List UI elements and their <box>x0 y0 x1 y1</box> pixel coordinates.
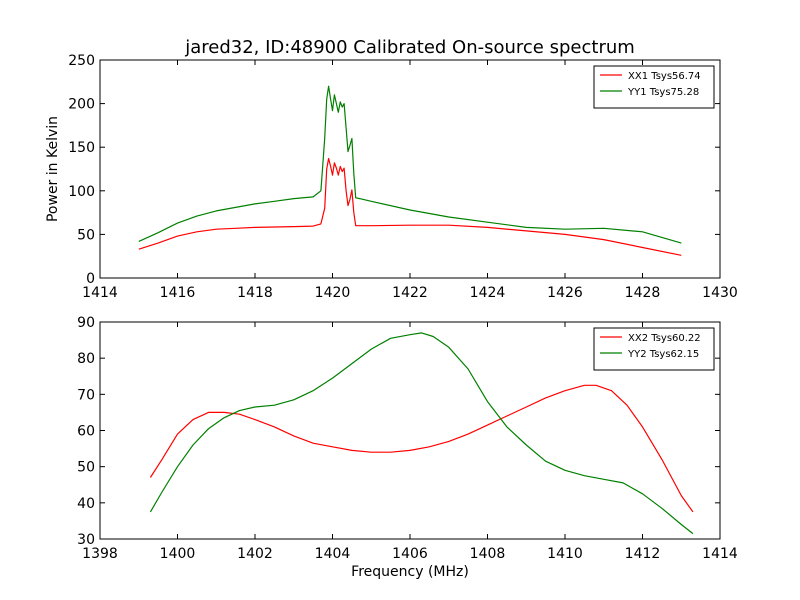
bottom-xtick-label: 1398 <box>82 546 118 562</box>
top-series-xx-line <box>138 157 682 256</box>
top-ytick-label: 200 <box>68 97 95 113</box>
top-series-yy-line <box>138 85 682 244</box>
top-ytick-label: 150 <box>68 140 95 156</box>
bottom-series-yy-line <box>149 332 694 535</box>
bottom-ytick-label: 90 <box>77 315 95 331</box>
bottom-ytick-label: 70 <box>77 387 95 403</box>
top-ytick-label: 50 <box>77 227 95 243</box>
top-xtick-label: 1422 <box>392 285 428 301</box>
top-legend <box>593 65 715 109</box>
bottom-ytick-label: 80 <box>77 351 95 367</box>
bottom-xtick-label: 1408 <box>470 546 506 562</box>
top-xtick-label: 1414 <box>82 285 118 301</box>
bottom-xtick-label: 1400 <box>160 546 196 562</box>
top-ytick-label: 100 <box>68 184 95 200</box>
bottom-ytick-label: 60 <box>77 424 95 440</box>
top-chart: 1414 1416 1418 1420 1422 1424 1426 1428 1430 0 50 1… <box>68 53 738 301</box>
bottom-legend-label: YY2 Tsys62.15 <box>627 349 699 360</box>
bottom-legend <box>593 327 715 371</box>
top-xtick-label: 1418 <box>237 285 273 301</box>
top-xtick-label: 1420 <box>315 285 351 301</box>
top-ytick-label: 0 <box>86 271 95 287</box>
bottom-legend-label: XX2 Tsys60.22 <box>628 333 701 344</box>
bottom-xtick-label: 1414 <box>702 546 738 562</box>
bottom-xtick-label: 1402 <box>237 546 273 562</box>
top-xtick-label: 1430 <box>702 285 738 301</box>
bottom-xtick-label: 1406 <box>392 546 428 562</box>
bottom-ytick-label: 40 <box>77 496 95 512</box>
top-legend-label: XX1 Tsys56.74 <box>628 71 701 82</box>
top-xtick-label: 1426 <box>547 285 583 301</box>
bottom-series-xx-line <box>149 384 694 513</box>
top-xtick-label: 1424 <box>470 285 506 301</box>
bottom-ytick-label: 50 <box>77 460 95 476</box>
bottom-xtick-label: 1412 <box>625 546 661 562</box>
bottom-ytick-label: 30 <box>77 532 95 548</box>
bottom-chart-xlabel: Frequency (MHz) <box>351 564 469 580</box>
top-xtick-label: 1416 <box>160 285 196 301</box>
top-ytick-label: 250 <box>68 53 95 69</box>
top-chart-ylabel: Power in Kelvin <box>45 116 61 222</box>
bottom-xtick-label: 1404 <box>315 546 351 562</box>
chart-title: jared32, ID:48900 Calibrated On-source s… <box>184 37 635 58</box>
bottom-chart: 1398 1400 1402 1404 1406 1408 1410 1412 1414 30 40… <box>77 315 738 562</box>
top-xtick-label: 1428 <box>625 285 661 301</box>
bottom-xtick-label: 1410 <box>547 546 583 562</box>
top-legend-label: YY1 Tsys75.28 <box>627 87 699 98</box>
